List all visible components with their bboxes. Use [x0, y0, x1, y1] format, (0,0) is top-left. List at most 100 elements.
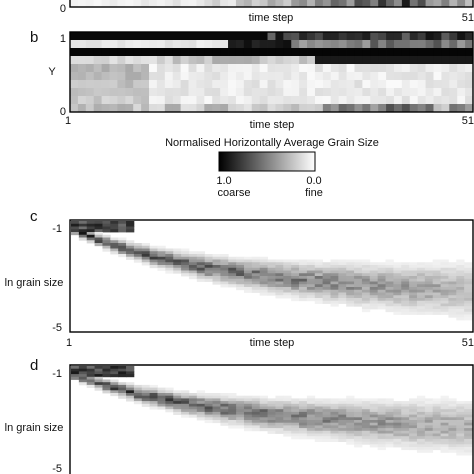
panel-c-cell: [118, 223, 127, 227]
panel-d-cell: [401, 441, 410, 445]
panel-c-cell: [369, 298, 379, 302]
panel-b-cell: [457, 104, 466, 113]
panel-b-cell: [204, 72, 213, 81]
panel-c-cell: [299, 259, 308, 263]
panel-c-cell: [456, 262, 465, 266]
panel-d-cell: [251, 398, 261, 402]
panel-b-cell: [243, 48, 253, 57]
panel-d-cell: [283, 398, 292, 402]
panel-c-cell: [188, 262, 198, 266]
panel-c-cell: [133, 254, 143, 258]
panel-c-cell: [291, 273, 300, 277]
panel-d-cell: [393, 403, 402, 407]
panel-b-cell: [425, 32, 434, 41]
panel-b-cell: [393, 104, 403, 113]
panel-d-cell: [464, 447, 473, 451]
panel-b-cell: [283, 48, 292, 57]
panel-d-cell: [110, 366, 119, 370]
panel-c-cell: [361, 309, 371, 313]
panel-d-cell: [196, 393, 206, 397]
panel-d-cell: [409, 411, 418, 415]
panel-c-cell: [416, 311, 426, 315]
panel-b-cell: [164, 48, 174, 57]
panel-c-cell: [118, 254, 127, 258]
panel-c-cell: [385, 270, 394, 274]
panel-b-cell: [149, 56, 158, 65]
panel-c-cell: [259, 259, 268, 263]
panel-d-cell: [432, 433, 441, 437]
panel-c-cell: [173, 251, 182, 255]
panel-d-cell: [110, 371, 119, 375]
panel-c-cell: [456, 273, 465, 277]
panel-b-cell: [243, 56, 253, 65]
panel-d-cell: [212, 403, 221, 407]
panel-c-cell: [204, 265, 213, 269]
panel-d-cell: [354, 438, 363, 442]
panel-d-cell: [432, 430, 441, 434]
panel-d-cell: [236, 411, 245, 415]
panel-d-cell: [416, 417, 426, 421]
panel-d-cell: [86, 368, 95, 372]
panel-c-cell: [456, 309, 465, 313]
panel-d-cell: [94, 371, 103, 375]
panel-c-cell: [456, 289, 465, 293]
panel-c-cell: [141, 245, 151, 249]
panel-a-cell: [393, 0, 403, 8]
panel-c-cell: [361, 278, 371, 282]
panel-c-cell: [86, 232, 95, 236]
panel-c-cell: [385, 259, 394, 263]
panel-d-cell: [306, 409, 316, 413]
panel-b-cell: [141, 88, 150, 97]
panel-c-cell: [86, 237, 95, 241]
panel-c-cell: [424, 267, 434, 271]
panel-d-cell: [409, 414, 418, 418]
panel-b-cell: [393, 96, 403, 105]
panel-d-cell: [377, 411, 386, 415]
panel-c-cell: [157, 267, 166, 271]
panel-d-cell: [157, 395, 166, 399]
panel-d-cell: [196, 390, 206, 394]
panel-d-cell: [424, 447, 434, 451]
panel-c-cell: [330, 284, 339, 288]
panel-c-cell: [259, 289, 268, 293]
panel-d-cell: [440, 406, 449, 410]
panel-c-cell: [393, 300, 402, 304]
panel-c-cell: [456, 287, 465, 291]
panel-b-cell: [125, 104, 134, 113]
panel-d-cell: [267, 417, 276, 421]
panel-b-cell: [433, 48, 442, 57]
panel-d-cell: [346, 420, 355, 424]
panel-c-cell: [338, 281, 347, 285]
panel-c-cell: [409, 284, 418, 288]
panel-b-cell: [346, 80, 355, 89]
panel-b-cell: [125, 32, 134, 41]
panel-a-cell: [149, 0, 158, 8]
panel-d-cell: [291, 401, 300, 405]
panel-c-cell: [259, 273, 268, 277]
panel-d-cell: [322, 398, 331, 402]
panel-b-cell: [220, 72, 229, 81]
panel-c-cell: [299, 273, 308, 277]
panel-d-cell: [299, 430, 308, 434]
panel-c-cell: [102, 229, 111, 233]
panel-b-cell: [441, 40, 450, 49]
panel-c-cell: [393, 273, 402, 277]
panel-d-cell: [369, 409, 379, 413]
panel-d-cell: [71, 371, 80, 375]
panel-d-cell: [464, 406, 473, 410]
panel-c-cell: [448, 265, 457, 269]
panel-d-cell: [299, 398, 308, 402]
panel-c-cell: [322, 292, 331, 296]
panel-d-cell: [157, 390, 166, 394]
panel-b-cell: [133, 80, 142, 89]
panel-b-cell: [291, 64, 300, 73]
panel-c-cell: [133, 248, 143, 252]
panel-c-cell: [283, 281, 292, 285]
panel-a-cell: [188, 0, 197, 8]
panel-d-cell: [259, 395, 268, 399]
panel-c-cell: [165, 254, 174, 258]
panel-c-cell: [322, 281, 331, 285]
panel-b-cell: [449, 72, 458, 81]
panel-c-cell: [251, 289, 261, 293]
panel-c-cell: [243, 259, 253, 263]
